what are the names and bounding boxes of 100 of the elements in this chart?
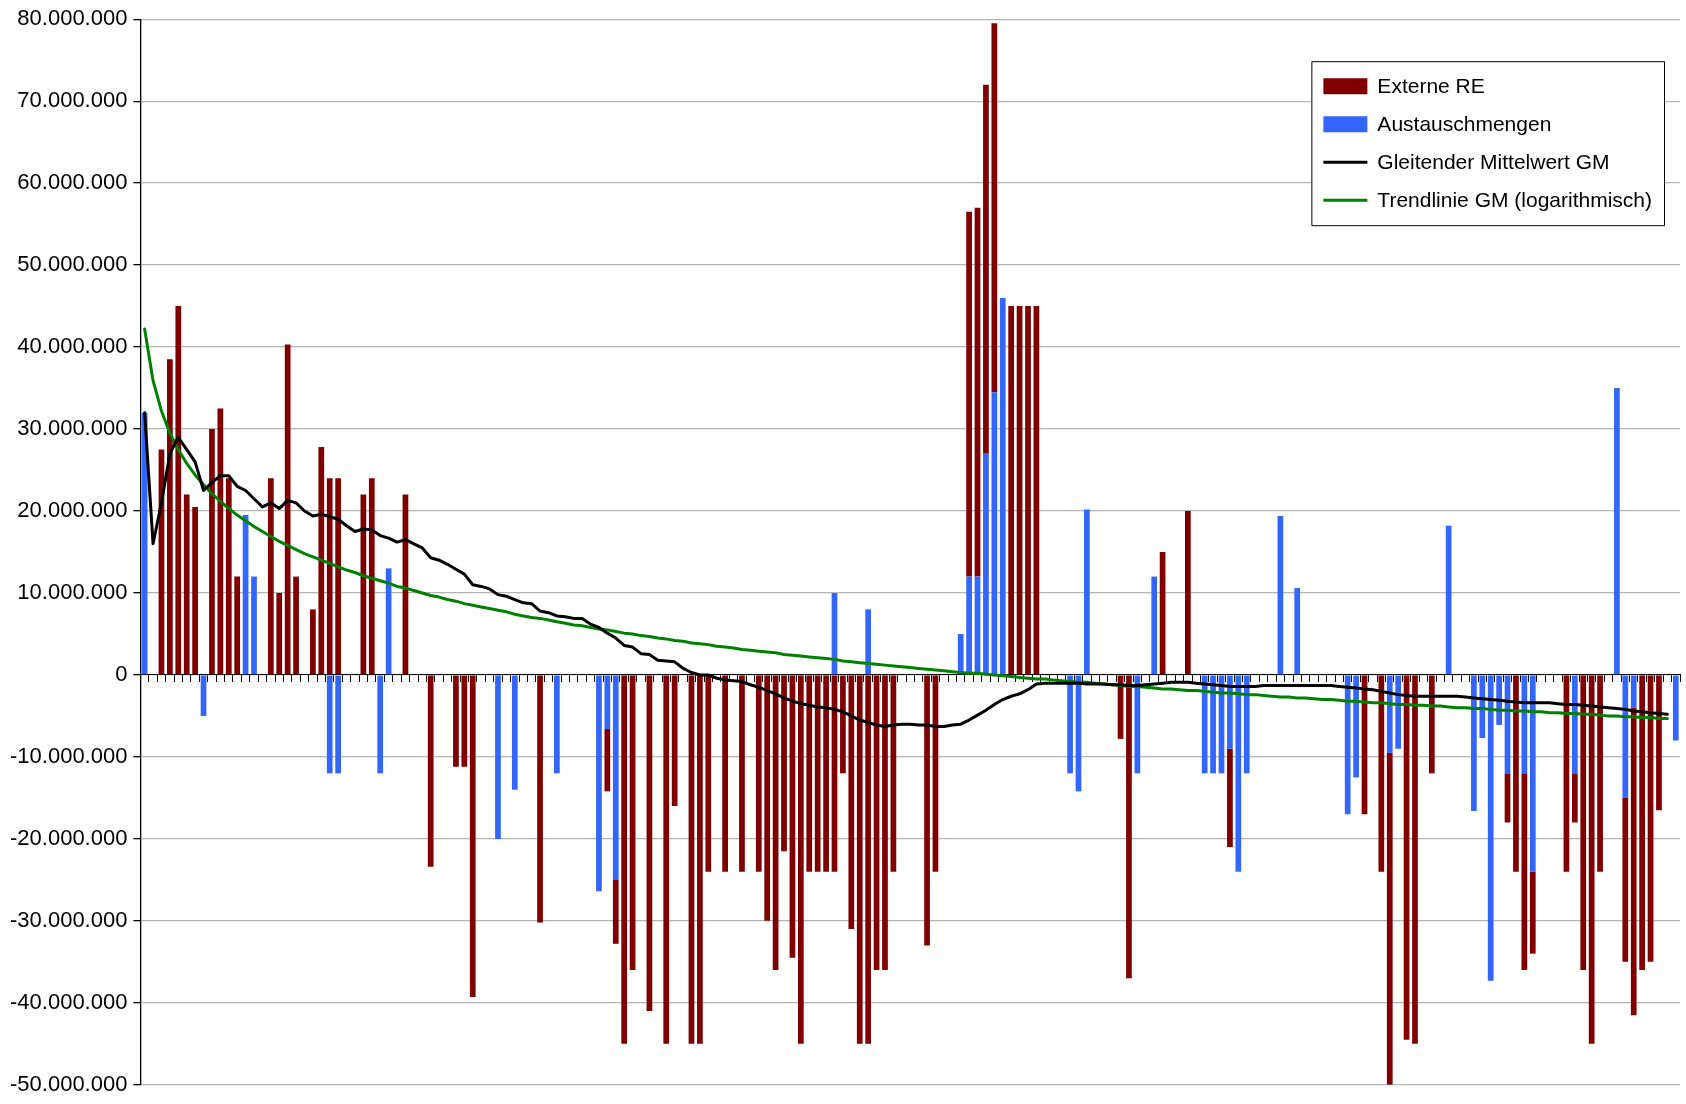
- y-tick-label: -10.000.000: [10, 742, 128, 768]
- bar: [1571, 773, 1578, 823]
- bar: [1126, 675, 1132, 979]
- bar: [1395, 675, 1402, 749]
- bar: [999, 297, 1006, 675]
- bar: [1656, 675, 1662, 811]
- y-tick-label: -30.000.000: [10, 906, 128, 932]
- bar: [840, 675, 846, 774]
- bar: [192, 506, 198, 675]
- bar: [1445, 525, 1452, 675]
- y-tick-label: 60.000.000: [17, 169, 128, 195]
- bar: [1622, 797, 1629, 962]
- y-tick-label: -50.000.000: [10, 1070, 128, 1096]
- bar: [1471, 675, 1477, 812]
- legend-label: Trendlinie GM (logarithmisch): [1377, 188, 1653, 211]
- bar: [1294, 588, 1301, 675]
- bar: [806, 675, 813, 872]
- bar: [554, 675, 560, 774]
- bar: [983, 84, 989, 454]
- bar: [1672, 675, 1679, 741]
- bar: [755, 675, 762, 872]
- bar: [1067, 675, 1073, 774]
- legend-label: Gleitender Mittelwert GM: [1377, 150, 1610, 173]
- bar: [167, 359, 173, 675]
- bar: [612, 675, 619, 880]
- bar: [1353, 675, 1359, 778]
- bar: [377, 675, 384, 774]
- bar: [612, 879, 619, 944]
- bar: [1008, 306, 1015, 675]
- y-tick-label: 80.000.000: [17, 5, 128, 31]
- bar: [1529, 675, 1536, 872]
- bar: [217, 408, 224, 675]
- bar: [1630, 707, 1637, 1016]
- bar: [1378, 675, 1385, 872]
- bar: [469, 675, 476, 998]
- bar: [1428, 675, 1435, 774]
- bar: [335, 675, 341, 774]
- y-tick-label: 30.000.000: [17, 415, 128, 441]
- bar: [604, 675, 611, 730]
- bar: [183, 494, 190, 675]
- bar: [293, 576, 299, 675]
- bar: [739, 675, 745, 872]
- bar: [368, 478, 375, 675]
- bar: [663, 675, 670, 1044]
- bar: [596, 675, 602, 892]
- bar: [697, 675, 703, 1044]
- bar: [234, 576, 241, 675]
- bar: [1386, 752, 1393, 1085]
- y-tick-label: 50.000.000: [17, 251, 128, 277]
- bar: [335, 478, 341, 675]
- bar: [1479, 675, 1486, 739]
- bar: [1529, 871, 1536, 954]
- bar: [966, 211, 972, 577]
- y-tick-label: -40.000.000: [10, 988, 128, 1014]
- bar: [865, 675, 872, 1044]
- bar: [814, 675, 821, 872]
- bar: [621, 675, 628, 1044]
- bar: [1084, 509, 1090, 675]
- bar: [326, 675, 333, 774]
- bar: [1235, 675, 1242, 872]
- bar: [427, 675, 434, 867]
- bar: [1210, 675, 1216, 774]
- bar: [511, 675, 518, 790]
- bar: [537, 675, 543, 923]
- bar: [1639, 675, 1645, 971]
- y-tick-label: 10.000.000: [17, 579, 128, 605]
- bar: [1622, 675, 1629, 798]
- bar: [604, 729, 611, 792]
- bar: [991, 392, 998, 675]
- bar: [284, 344, 291, 675]
- bar: [1487, 675, 1494, 981]
- bar: [1227, 748, 1233, 848]
- y-tick-label: 70.000.000: [17, 87, 128, 113]
- bar: [276, 592, 283, 675]
- bar: [966, 576, 972, 675]
- bar: [722, 675, 728, 872]
- bar: [671, 675, 678, 807]
- bar: [1513, 675, 1519, 872]
- bar: [175, 306, 182, 675]
- bar: [1588, 675, 1595, 1044]
- bar: [461, 675, 468, 767]
- bar: [1614, 388, 1620, 675]
- bar: [225, 478, 232, 675]
- bar: [495, 675, 501, 839]
- bar: [318, 447, 325, 675]
- bar: [797, 675, 804, 1044]
- bar: [781, 675, 787, 852]
- bar: [1201, 675, 1208, 774]
- bar: [1597, 675, 1603, 872]
- bar: [1243, 675, 1250, 774]
- bar: [310, 609, 316, 675]
- bar: [1151, 576, 1158, 675]
- bar: [823, 675, 829, 872]
- bar: [267, 478, 274, 675]
- bar: [1580, 675, 1587, 971]
- bar: [453, 675, 459, 767]
- bar: [865, 609, 872, 675]
- bar: [1184, 511, 1191, 675]
- bar: [991, 23, 998, 393]
- bar: [848, 675, 855, 930]
